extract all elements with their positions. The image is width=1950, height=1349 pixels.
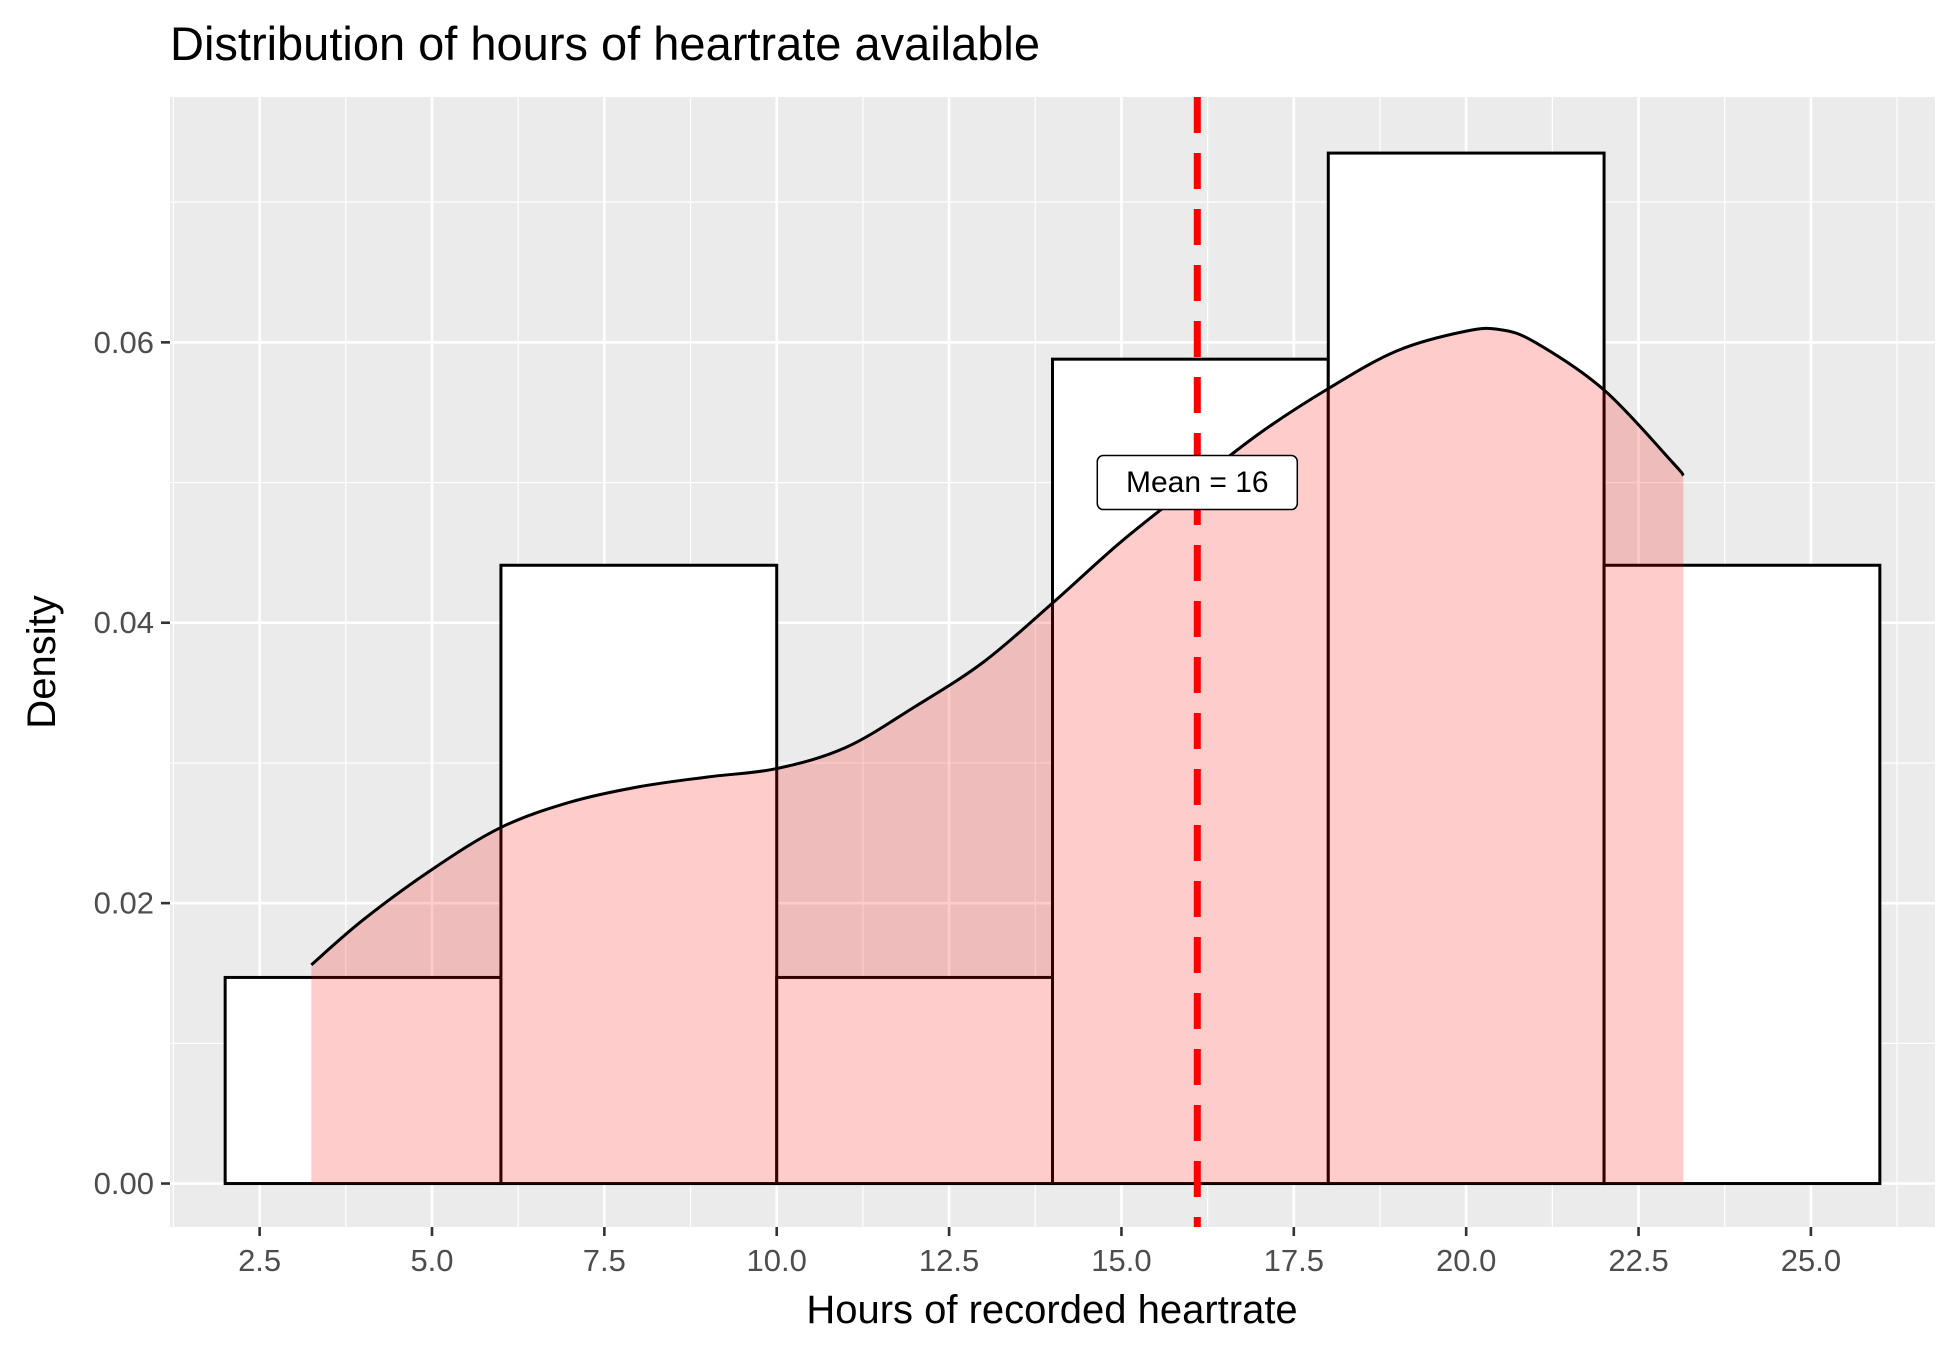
histogram-bar bbox=[775, 975, 1054, 1186]
y-tick-label: 0.06 bbox=[94, 325, 154, 360]
histogram-bins bbox=[223, 151, 1882, 1186]
x-tick-label: 15.0 bbox=[1091, 1243, 1151, 1278]
x-tick-label: 20.0 bbox=[1436, 1243, 1496, 1278]
x-tick-label: 10.0 bbox=[747, 1243, 807, 1278]
x-tick-label: 12.5 bbox=[919, 1243, 979, 1278]
y-axis-title: Density bbox=[20, 595, 64, 728]
x-tick-label: 17.5 bbox=[1264, 1243, 1324, 1278]
y-tick-label: 0.04 bbox=[94, 605, 154, 640]
axes: 2.5 5.0 7.5 10.0 12.5 15.0 17.5 20.0 22.5 25.0 0.0… bbox=[94, 325, 1841, 1278]
histogram-bar bbox=[1602, 563, 1882, 1186]
x-tick-label: 2.5 bbox=[238, 1243, 281, 1278]
histogram-bar bbox=[499, 563, 779, 1186]
y-tick-label: 0.00 bbox=[94, 1166, 154, 1201]
x-axis-title: Hours of recorded heartrate bbox=[806, 1288, 1297, 1332]
annotation-label: Mean = 16 bbox=[1126, 466, 1269, 499]
y-tick-label: 0.02 bbox=[94, 886, 154, 921]
x-tick-label: 5.0 bbox=[410, 1243, 453, 1278]
x-tick-label: 7.5 bbox=[583, 1243, 626, 1278]
histogram-bar bbox=[223, 975, 503, 1186]
annotation-box bbox=[1096, 454, 1299, 511]
x-tick-label: 25.0 bbox=[1781, 1243, 1841, 1278]
x-tick-label: 22.5 bbox=[1608, 1243, 1668, 1278]
density-curve-group bbox=[310, 326, 1685, 1184]
mean-annotation: Mean = 16 bbox=[1096, 454, 1299, 511]
density-curve bbox=[310, 326, 1685, 966]
chart-title: Distribution of hours of heartrate avail… bbox=[170, 17, 1040, 70]
density-area bbox=[311, 328, 1684, 1184]
histogram-bar bbox=[1326, 151, 1606, 1186]
